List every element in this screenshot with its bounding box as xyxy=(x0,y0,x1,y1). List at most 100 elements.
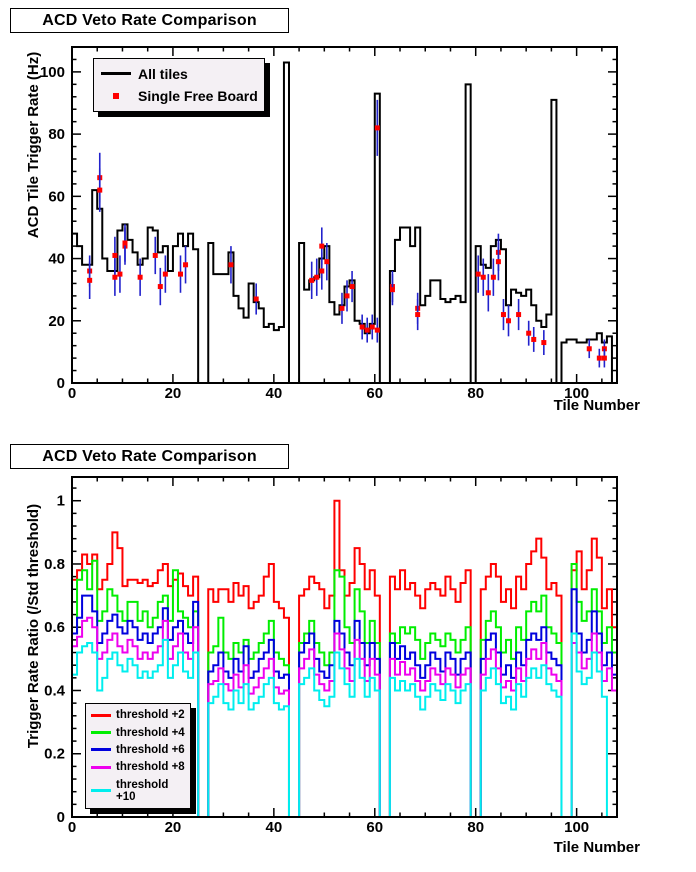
legend-item: Single Free Board xyxy=(94,88,264,104)
x-tick-label: 60 xyxy=(366,819,383,836)
x-tick-label: 80 xyxy=(467,819,484,836)
data-point-marker xyxy=(253,296,259,302)
y-tick-label: 0.4 xyxy=(44,682,66,699)
legend-line-icon xyxy=(94,72,138,76)
bottom-plot-frame xyxy=(71,476,618,818)
x-tick-label: 20 xyxy=(165,385,182,402)
data-point-marker xyxy=(490,274,496,280)
x-tick-label: 0 xyxy=(68,385,76,402)
data-point-marker xyxy=(97,187,103,193)
data-point-marker xyxy=(137,274,143,280)
legend-item-label: threshold +6 xyxy=(116,743,185,756)
x-tick-label: 60 xyxy=(366,385,383,402)
data-point-marker xyxy=(601,355,607,361)
data-point-marker xyxy=(112,274,118,280)
top-y-axis-label: ACD Tile Trigger Rate (Hz) xyxy=(25,51,42,239)
bottom-title-box: ACD Veto Rate Comparison xyxy=(10,444,289,469)
data-point-marker xyxy=(359,324,365,330)
data-point-marker xyxy=(374,327,380,333)
top-plot: 0 20 40 60 80 100 0 20 40 60 80 100 xyxy=(40,46,618,402)
data-point-marker xyxy=(485,290,491,296)
y-tick-label: 1 xyxy=(57,493,65,510)
data-point-marker xyxy=(122,240,128,246)
data-point-marker xyxy=(364,327,370,333)
x-tick-label: 40 xyxy=(266,385,283,402)
legend-line-icon xyxy=(86,789,116,793)
data-point-marker xyxy=(526,330,532,336)
x-tick-label: 80 xyxy=(467,385,484,402)
data-point-marker xyxy=(586,346,592,352)
legend-item: threshold +10 xyxy=(86,779,190,803)
bottom-y-axis-label: Trigger Rate Ratio (/Std threshold) xyxy=(25,503,42,749)
data-point-marker xyxy=(314,274,320,280)
legend-item: threshold +4 xyxy=(86,727,190,739)
data-point-marker xyxy=(374,125,380,131)
legend-item-label: threshold +4 xyxy=(116,726,185,739)
series-threshold-4 xyxy=(71,559,618,818)
y-tick-label: 20 xyxy=(48,313,65,330)
data-point-marker xyxy=(157,284,163,290)
data-point-marker xyxy=(152,252,158,258)
y-tick-label: 0 xyxy=(57,809,65,826)
data-point-marker xyxy=(309,277,315,283)
data-point-marker xyxy=(177,271,183,277)
legend-item: threshold +8 xyxy=(86,761,190,773)
y-tick-label: 40 xyxy=(48,251,65,268)
bottom-x-axis-label: Tile Number xyxy=(553,839,640,856)
x-tick-label: 20 xyxy=(165,819,182,836)
data-point-marker xyxy=(324,259,330,265)
data-point-marker xyxy=(339,305,345,311)
y-tick-label: 0.6 xyxy=(44,619,65,636)
bottom-legend: threshold +2 threshold +4 threshold +6 thre… xyxy=(85,703,191,809)
data-point-marker xyxy=(596,355,602,361)
data-point-marker xyxy=(183,262,189,268)
legend-item-label: threshold +2 xyxy=(116,709,185,722)
legend-item: threshold +2 xyxy=(86,709,190,721)
legend-line-icon xyxy=(86,731,116,735)
legend-item-label: Single Free Board xyxy=(138,88,258,105)
bottom-plot: 0 20 40 60 80 100 0 0.2 0.4 0.6 0.8 1 xyxy=(44,476,618,836)
y-tick-label: 60 xyxy=(48,188,65,205)
legend-item-label: threshold +10 xyxy=(116,778,169,803)
legend-item: All tiles xyxy=(94,66,264,82)
y-tick-label: 0.8 xyxy=(44,556,65,573)
legend-line-icon xyxy=(86,765,116,769)
data-point-marker xyxy=(87,277,93,283)
y-tick-label: 80 xyxy=(48,126,65,143)
top-x-axis-label: Tile Number xyxy=(553,397,640,414)
data-point-marker xyxy=(349,284,355,290)
top-plot-frame xyxy=(71,46,618,384)
top-legend: All tiles Single Free Board xyxy=(93,58,265,112)
bottom-chart-title: ACD Veto Rate Comparison xyxy=(42,447,257,465)
legend-item-label: threshold +8 xyxy=(116,761,185,774)
legend-item: threshold +6 xyxy=(86,744,190,756)
data-point-marker xyxy=(415,312,421,318)
legend-item-label: All tiles xyxy=(138,65,188,82)
legend-line-icon xyxy=(86,748,116,752)
x-tick-label: 40 xyxy=(266,819,283,836)
series-all-tiles xyxy=(71,61,617,384)
legend-line-icon xyxy=(86,713,116,717)
data-point-marker xyxy=(541,340,547,346)
series-threshold-10 xyxy=(71,632,617,818)
y-tick-label: 0.2 xyxy=(44,746,65,763)
data-point-marker xyxy=(389,287,395,293)
data-point-marker xyxy=(369,324,375,330)
x-tick-label: 100 xyxy=(564,819,589,836)
data-point-marker xyxy=(162,271,168,277)
data-point-marker xyxy=(319,243,325,249)
y-tick-label: 0 xyxy=(57,375,65,392)
data-point-marker xyxy=(228,262,234,268)
data-point-marker xyxy=(112,252,118,258)
data-point-marker xyxy=(531,336,537,342)
x-tick-label: 0 xyxy=(68,819,76,836)
y-tick-label: 100 xyxy=(40,64,65,81)
data-point-marker xyxy=(480,274,486,280)
data-point-marker xyxy=(344,293,350,299)
data-point-marker xyxy=(516,312,522,318)
x-tick-label: 100 xyxy=(564,385,589,402)
data-point-marker xyxy=(500,312,506,318)
legend-marker-icon xyxy=(94,93,138,100)
